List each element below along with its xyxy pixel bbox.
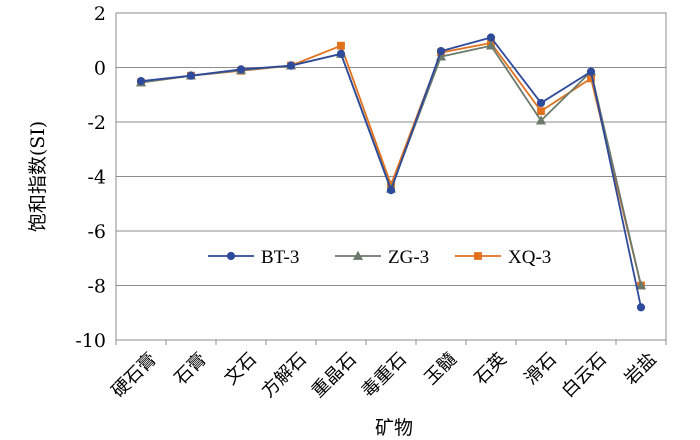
x-tick-label: 白云石 xyxy=(558,349,611,402)
x-tick-label: 石膏 xyxy=(170,348,211,389)
x-tick-label: 岩盐 xyxy=(620,349,660,389)
x-tick-label: 滑石 xyxy=(520,349,560,389)
series-layer xyxy=(135,33,647,312)
x-tick-label: 硬石膏 xyxy=(107,348,161,402)
x-tick-label: 方解石 xyxy=(258,349,311,402)
x-tick-label: 毒重石 xyxy=(358,349,411,402)
series-BT-3 xyxy=(136,33,646,312)
data-point xyxy=(236,65,246,74)
x-axis-title: 矿物 xyxy=(375,417,413,439)
grid-layer xyxy=(116,12,666,341)
data-point xyxy=(337,41,345,50)
y-tick-label: -10 xyxy=(75,330,106,352)
y-tick-label: -4 xyxy=(87,167,106,189)
plot-frame xyxy=(115,12,667,341)
y-tick-label: 2 xyxy=(94,3,106,25)
data-point xyxy=(486,33,496,42)
y-tick-label: -8 xyxy=(87,276,106,298)
legend-item: BT-3 xyxy=(208,247,299,268)
legend: BT-3 ZG-3 XQ-3 xyxy=(208,247,551,268)
data-point xyxy=(635,280,647,290)
y-tick-label: -6 xyxy=(87,221,106,243)
legend-swatch-marker xyxy=(352,250,364,260)
data-point xyxy=(136,77,146,86)
data-point xyxy=(386,186,396,195)
legend-item: ZG-3 xyxy=(335,247,429,268)
legend-label: BT-3 xyxy=(261,247,299,268)
y-axis-title: 饱和指数(SI) xyxy=(27,121,49,232)
y-tick-label: 0 xyxy=(94,58,106,80)
data-point xyxy=(336,49,346,58)
legend-label: ZG-3 xyxy=(388,247,429,268)
legend-swatch-marker xyxy=(226,251,236,261)
x-tick-label: 重晶石 xyxy=(308,349,361,402)
data-point xyxy=(586,67,596,76)
legend-item: XQ-3 xyxy=(455,247,551,268)
data-point xyxy=(636,303,646,312)
y-tick-label: -2 xyxy=(87,112,106,134)
data-point xyxy=(537,107,545,115)
data-point xyxy=(535,115,547,125)
data-point xyxy=(286,61,296,70)
data-point xyxy=(436,47,446,56)
data-point xyxy=(186,71,196,80)
legend-swatch-marker xyxy=(474,252,482,260)
x-tick-label: 文石 xyxy=(220,349,260,389)
x-tick-label: 玉髓 xyxy=(420,349,460,389)
data-point xyxy=(485,40,497,50)
x-tick-label: 石英 xyxy=(470,349,510,389)
data-point xyxy=(536,98,546,108)
legend-label: XQ-3 xyxy=(508,247,551,268)
